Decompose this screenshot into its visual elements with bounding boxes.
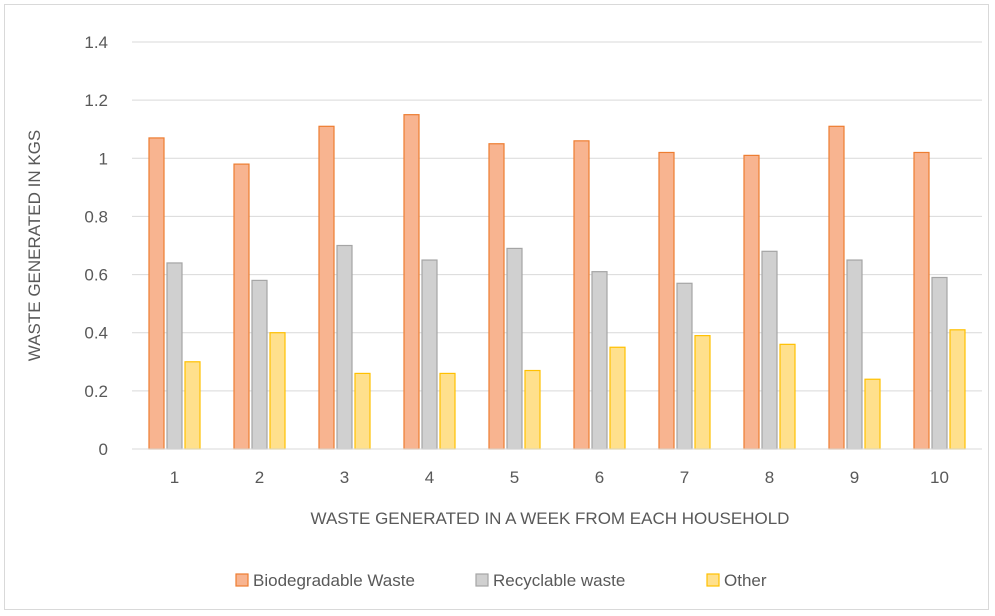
- y-tick-label: 0.8: [84, 207, 108, 226]
- bars: [148, 114, 966, 450]
- x-tick-label: 5: [510, 468, 519, 487]
- bar-other-3: [354, 372, 371, 450]
- legend-swatch: [706, 573, 720, 587]
- bar-recyclable-waste-4: [421, 259, 438, 450]
- bar-other-9: [864, 378, 881, 450]
- x-tick-label: 2: [255, 468, 264, 487]
- bar-other-7: [694, 335, 711, 450]
- bar-recyclable-waste-10: [931, 276, 948, 450]
- legend-swatch: [475, 573, 489, 587]
- bar-other-5: [524, 369, 541, 450]
- bar-other-10: [949, 329, 966, 450]
- legend: Biodegradable Waste Recyclable waste Other: [235, 571, 767, 590]
- y-tick-label: 0.2: [84, 382, 108, 401]
- bar-other-2: [269, 332, 286, 450]
- x-tick-label: 3: [340, 468, 349, 487]
- y-tick-label: 0.4: [84, 324, 108, 343]
- bar-biodegradable-waste-4: [403, 114, 420, 450]
- bar-recyclable-waste-5: [506, 247, 523, 450]
- bar-recyclable-waste-6: [591, 271, 608, 450]
- x-tick-label: 8: [765, 468, 774, 487]
- y-tick-label: 0.6: [84, 266, 108, 285]
- y-tick-label: 1.4: [84, 33, 108, 52]
- x-tick-label: 10: [930, 468, 949, 487]
- legend-label: Biodegradable Waste: [253, 571, 415, 590]
- bar-recyclable-waste-7: [676, 282, 693, 450]
- legend-label: Other: [724, 571, 767, 590]
- bar-recyclable-waste-8: [761, 250, 778, 450]
- x-axis-ticks: 1 2 3 4 5 6 7 8 9 10: [170, 468, 949, 487]
- y-tick-label: 1: [99, 149, 108, 168]
- bar-biodegradable-waste-10: [913, 151, 930, 450]
- bar-recyclable-waste-9: [846, 259, 863, 450]
- bar-biodegradable-waste-1: [148, 137, 165, 450]
- bar-recyclable-waste-2: [251, 279, 268, 450]
- bar-other-1: [184, 361, 201, 450]
- y-tick-label: 0: [99, 440, 108, 459]
- bar-biodegradable-waste-2: [233, 163, 250, 450]
- y-tick-label: 1.2: [84, 91, 108, 110]
- x-axis-title: WASTE GENERATED IN A WEEK FROM EACH HOUS…: [311, 509, 790, 528]
- bar-biodegradable-waste-6: [573, 140, 590, 450]
- x-tick-label: 6: [595, 468, 604, 487]
- bar-other-8: [779, 343, 796, 450]
- x-tick-label: 9: [850, 468, 859, 487]
- bar-biodegradable-waste-7: [658, 151, 675, 450]
- x-tick-label: 1: [170, 468, 179, 487]
- y-axis-ticks: 0 0.2 0.4 0.6 0.8 1 1.2 1.4: [84, 33, 108, 459]
- y-axis-title: WASTE GENERATED IN KGS: [25, 130, 44, 361]
- legend-swatch: [235, 573, 249, 587]
- bar-other-4: [439, 372, 456, 450]
- bar-other-6: [609, 346, 626, 450]
- bar-biodegradable-waste-9: [828, 125, 845, 450]
- legend-label: Recyclable waste: [493, 571, 625, 590]
- bar-biodegradable-waste-5: [488, 143, 505, 450]
- x-tick-label: 7: [680, 468, 689, 487]
- x-tick-label: 4: [425, 468, 434, 487]
- bar-recyclable-waste-3: [336, 244, 353, 450]
- bar-biodegradable-waste-3: [318, 125, 335, 450]
- bar-recyclable-waste-1: [166, 262, 183, 450]
- bar-biodegradable-waste-8: [743, 154, 760, 450]
